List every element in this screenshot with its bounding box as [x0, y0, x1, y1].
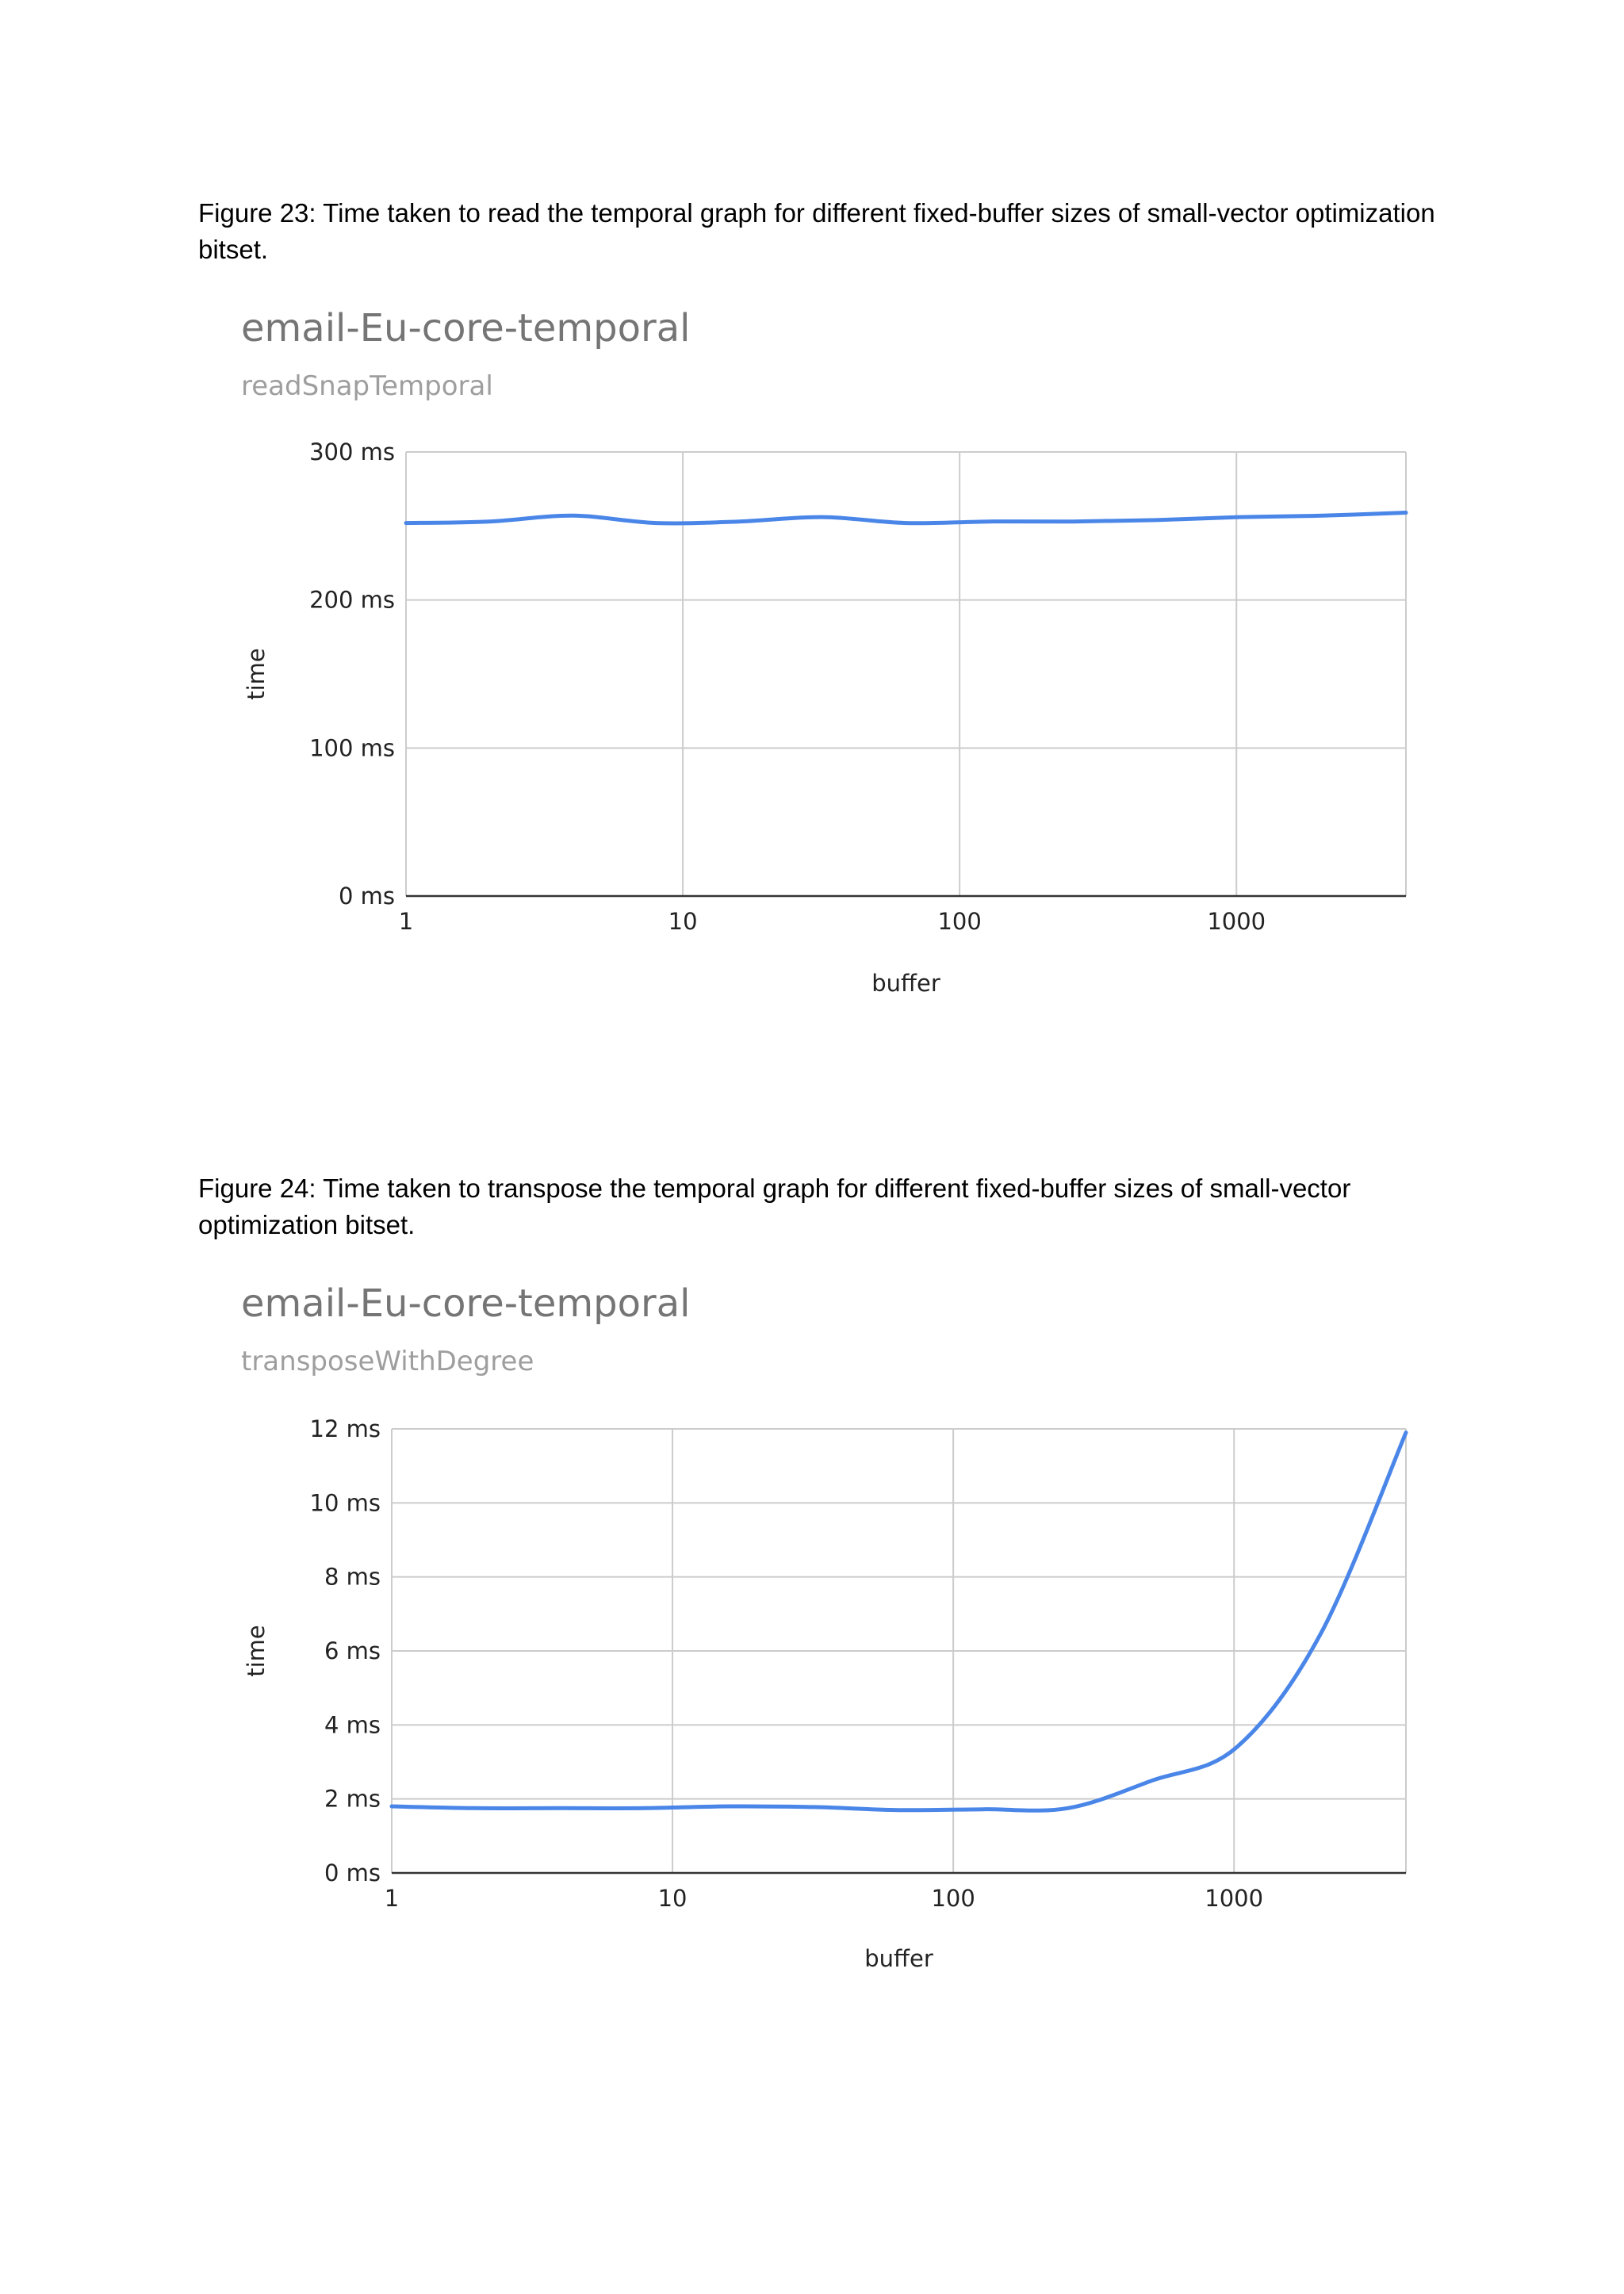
x-tick-label: 10 [658, 1885, 688, 1912]
x-tick-label: 1 [385, 1885, 399, 1912]
chart-title: email-Eu-core-temporal [241, 306, 690, 350]
chart-subtitle: readSnapTemporal [241, 370, 493, 402]
x-tick-label: 10 [668, 908, 698, 935]
chart-title: email-Eu-core-temporal [241, 1281, 690, 1326]
line-chart: email-Eu-core-temporal transposeWithDegre… [241, 1281, 1408, 1972]
x-tick-label: 100 [931, 1885, 975, 1912]
x-axis-label: buffer [871, 970, 940, 997]
y-axis-label: time [243, 1625, 270, 1677]
x-axis-label: buffer [864, 1945, 933, 1972]
y-axis-label: time [243, 648, 270, 700]
y-tick-label: 8 ms [324, 1564, 381, 1591]
x-tick-label: 1000 [1205, 1885, 1263, 1912]
y-tick-label: 12 ms [310, 1415, 381, 1442]
series-line [389, 1430, 1408, 1813]
y-tick-label: 2 ms [324, 1786, 381, 1813]
y-tick-label: 0 ms [324, 1859, 381, 1886]
figure-caption: Figure 24: Time taken to transpose the t… [198, 1174, 1351, 1239]
y-tick-label: 4 ms [324, 1711, 381, 1738]
chart-subtitle: transposeWithDegree [241, 1346, 534, 1377]
y-tick-label: 6 ms [324, 1637, 381, 1664]
line-chart: email-Eu-core-temporal readSnapTemporal 0 … [241, 306, 1408, 997]
series-line [404, 511, 1408, 526]
y-tick-label: 300 ms [309, 439, 395, 465]
x-tick-label: 100 [937, 908, 981, 935]
y-tick-label: 0 ms [339, 883, 395, 910]
x-tick-label: 1 [399, 908, 413, 935]
figure-caption: Figure 23: Time taken to read the tempor… [198, 198, 1435, 264]
y-tick-label: 200 ms [309, 587, 395, 614]
x-tick-label: 1000 [1207, 908, 1266, 935]
y-tick-label: 100 ms [309, 734, 395, 761]
y-tick-label: 10 ms [310, 1489, 381, 1516]
